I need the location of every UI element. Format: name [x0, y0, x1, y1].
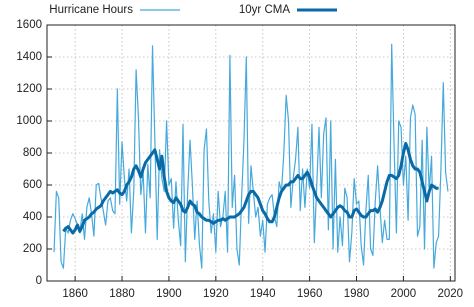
- series-line: [62, 141, 439, 235]
- x-tick-label: 1900: [156, 288, 182, 300]
- plot-frame: [46, 24, 456, 282]
- y-tick-label: 1400: [16, 51, 42, 63]
- x-tick-label: 2020: [438, 288, 464, 300]
- y-tick-label: 600: [23, 179, 42, 191]
- x-tick-label: 1860: [62, 288, 88, 300]
- x-tick-label: 1920: [203, 288, 229, 300]
- y-tick-label: 1200: [16, 83, 42, 95]
- y-tick-label: 400: [23, 211, 42, 223]
- x-tick-label: 2000: [391, 288, 417, 300]
- y-tick-label: 800: [23, 147, 42, 159]
- x-tick-label: 1980: [344, 288, 370, 300]
- y-tick-label: 1600: [16, 19, 42, 31]
- legend-label: Hurricane Hours: [49, 4, 133, 16]
- x-tick-label: 1960: [297, 288, 323, 300]
- series-line: [53, 43, 449, 269]
- y-tick-label: 0: [36, 275, 42, 287]
- x-tick-label: 1880: [109, 288, 135, 300]
- legend-label: 10yr CMA: [239, 4, 290, 16]
- x-tick-label: 1940: [250, 288, 276, 300]
- y-tick-label: 200: [23, 243, 42, 255]
- y-tick-label: 1000: [16, 115, 42, 127]
- legend: Hurricane Hours 10yr CMA: [49, 4, 337, 16]
